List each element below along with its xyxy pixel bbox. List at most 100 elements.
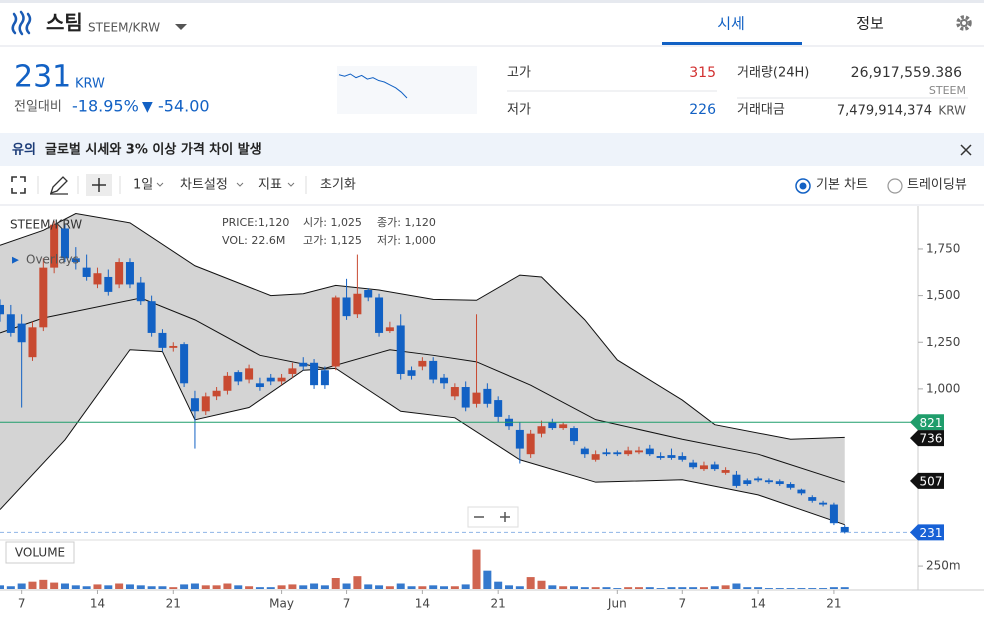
- stat-label: 고가: [507, 66, 531, 81]
- candle-body: [678, 456, 687, 460]
- candle-body: [17, 323, 26, 343]
- candle-body: [320, 370, 329, 386]
- volume-label-box: [5, 541, 75, 564]
- radio-dot: [799, 182, 807, 190]
- stat-label: 저가: [507, 103, 531, 118]
- overlay-arrow[interactable]: ▶: [12, 256, 19, 266]
- caret: [236, 182, 244, 187]
- volume-bar: [569, 586, 578, 589]
- tab[interactable]: 시세: [717, 15, 745, 33]
- candle-body: [50, 224, 59, 268]
- candle-body: [342, 297, 351, 317]
- zoom-buttons[interactable]: [474, 512, 510, 522]
- indicator-menu[interactable]: 지표: [258, 178, 282, 193]
- candle-body: [699, 465, 708, 470]
- caret: [287, 182, 295, 187]
- candle-body: [548, 422, 557, 429]
- radio-label[interactable]: 기본 차트: [816, 178, 868, 193]
- pen-icon[interactable]: [49, 176, 68, 195]
- volume-bar: [494, 581, 503, 589]
- candle-body: [201, 396, 210, 412]
- volume-bar: [396, 583, 405, 589]
- close-button[interactable]: [960, 144, 972, 156]
- candle-body: [440, 377, 449, 384]
- fullscreen-icon[interactable]: [11, 176, 26, 194]
- volume-bar: [743, 587, 752, 589]
- candle-body: [689, 462, 698, 468]
- volume-bar: [526, 577, 535, 589]
- volume-bar: [786, 588, 795, 589]
- price-tag-label: 231: [920, 526, 943, 540]
- candle-body: [667, 455, 676, 458]
- candle-body: [450, 387, 459, 397]
- candle-body: [754, 478, 763, 481]
- candle-body: [483, 388, 492, 404]
- notice-bar: [0, 133, 984, 166]
- volume-bar: [0, 585, 4, 589]
- candle-body: [190, 398, 199, 412]
- candle-body: [331, 297, 340, 367]
- candle-body: [288, 368, 297, 374]
- settings-menu[interactable]: 차트설정: [180, 178, 228, 193]
- candle-body: [180, 344, 189, 384]
- candle-body: [125, 262, 134, 285]
- stat-value: 315: [689, 65, 716, 81]
- volume-bar: [505, 585, 514, 589]
- change: -54.00: [158, 97, 210, 116]
- candle-body: [829, 504, 838, 524]
- y-tick-label: 1,000: [926, 381, 960, 395]
- settings-icon[interactable]: [956, 15, 972, 31]
- radio-label[interactable]: 트레이딩뷰: [907, 178, 967, 193]
- candle-body: [212, 390, 221, 397]
- volume-bar: [71, 585, 80, 589]
- stat-value: 7,479,914,374: [837, 104, 932, 119]
- volume-bar: [331, 578, 340, 589]
- y-tick-label: 1,250: [926, 335, 960, 349]
- price-tag-label: 736: [920, 432, 943, 446]
- interval-menu[interactable]: 1일: [133, 178, 153, 193]
- candle-body: [364, 290, 373, 298]
- dropdown-caret[interactable]: [175, 24, 187, 30]
- candle-body: [721, 470, 730, 473]
- candle-body: [93, 273, 102, 285]
- notice-tag: 유의: [12, 142, 36, 158]
- tab[interactable]: 정보: [856, 15, 884, 33]
- candle-body: [819, 502, 828, 505]
- volume-bar: [234, 585, 243, 589]
- candle-body: [526, 433, 535, 455]
- reset-button[interactable]: 초기화: [320, 178, 356, 193]
- legend-item: 종가: 1,120: [377, 216, 436, 229]
- volume-bar: [82, 586, 91, 589]
- price-tag: [910, 524, 944, 541]
- volume-bar: [624, 587, 633, 589]
- volume-bar: [678, 587, 687, 589]
- x-tick-label: 14: [750, 597, 765, 611]
- candle-body: [494, 400, 503, 417]
- volume-bar: [689, 587, 698, 589]
- radio[interactable]: [887, 178, 903, 194]
- candle-body: [559, 424, 568, 429]
- volume-bar: [840, 587, 849, 589]
- volume-bar: [17, 583, 26, 589]
- candle-body: [840, 526, 849, 533]
- stat-label: 거래량(24H): [737, 66, 809, 81]
- notice-text: 글로벌 시세와 3% 이상 가격 차이 발생: [45, 142, 262, 158]
- overlay-label[interactable]: Overlays: [26, 253, 79, 267]
- volume-bar: [288, 584, 297, 589]
- candle-body: [764, 480, 773, 483]
- candle-body: [710, 464, 719, 470]
- volume-bar: [28, 581, 37, 589]
- radio[interactable]: [795, 178, 811, 194]
- x-tick-label: 7: [343, 597, 351, 611]
- candle-body: [169, 345, 178, 348]
- volume-bar: [299, 585, 308, 589]
- candle-body: [147, 301, 156, 333]
- legend-item: 고가: 1,125: [303, 234, 362, 247]
- y-tick-label: 1,500: [926, 288, 960, 302]
- change-label: 전일대비: [14, 100, 62, 115]
- candle-body: [624, 450, 633, 455]
- volume-bar: [385, 586, 394, 589]
- x-tick-label: 14: [415, 597, 430, 611]
- volume-bar: [580, 587, 589, 589]
